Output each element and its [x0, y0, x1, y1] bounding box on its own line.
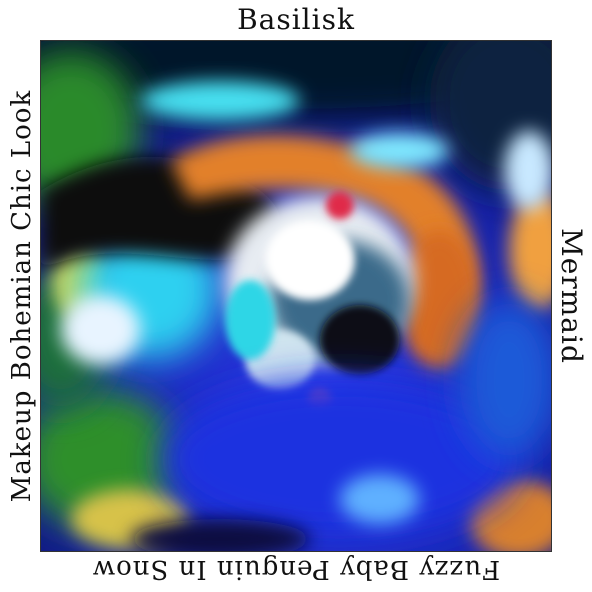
abstract-artwork-canvas: [41, 41, 551, 551]
blue-right: [459, 300, 551, 460]
central-sphere-highlight: [265, 220, 355, 300]
central-dark-core: [319, 304, 400, 375]
white-glow-left: [60, 295, 141, 365]
light-blue-lower: [339, 474, 420, 525]
right-label: Mermaid: [555, 228, 588, 364]
orange-swirl-upper: [170, 135, 477, 351]
cyan-streak-upper-right: [349, 132, 450, 169]
white-right-top: [504, 130, 551, 211]
artwork-image: [40, 40, 552, 552]
red-accent: [325, 191, 354, 220]
bottom-label: Fuzzy Baby Penguin In Snow: [91, 554, 501, 584]
cyan-streak-center: [225, 280, 276, 360]
orange-right-edge: [509, 190, 551, 310]
left-label: Makeup Bohemian Chic Look: [7, 89, 37, 503]
top-label: Basilisk: [237, 3, 355, 36]
cyan-streak-top: [140, 80, 300, 121]
dark-bottom-band: [130, 519, 310, 551]
orange-swirl-right: [399, 230, 480, 370]
deep-blue-lower: [160, 379, 520, 540]
